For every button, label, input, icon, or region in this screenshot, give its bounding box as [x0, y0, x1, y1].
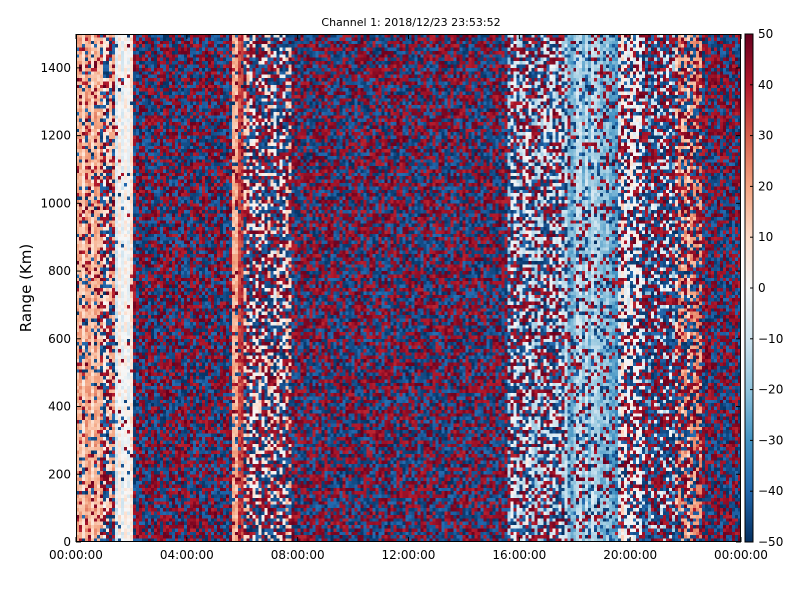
colorbar-tick-label: 20 — [758, 179, 773, 193]
x-tick-label: 20:00:00 — [603, 548, 657, 562]
colorbar-tick-label: −40 — [758, 484, 783, 498]
colorbar-tick-label: 0 — [758, 281, 766, 295]
y-tick-label: 1200 — [40, 129, 71, 143]
y-tick-label: 0 — [63, 535, 71, 549]
colorbar-tick-label: 50 — [758, 27, 773, 41]
y-tick-label: 600 — [48, 332, 71, 346]
colorbar-tick-label: −10 — [758, 332, 783, 346]
y-tick-label: 1400 — [40, 61, 71, 75]
colorbar-tick-label: −20 — [758, 383, 783, 397]
colorbar: −50 −40 −30 −20 −10 0 10 20 30 40 50 — [744, 27, 783, 549]
x-tick-label: 16:00:00 — [492, 548, 546, 562]
y-axis: 0 200 400 600 800 1000 1200 1400 — [40, 61, 741, 549]
y-tick-label: 200 — [48, 467, 71, 481]
x-tick-label: 04:00:00 — [160, 548, 214, 562]
x-tick-label: 12:00:00 — [382, 548, 436, 562]
x-tick-label: 00:00:00 — [714, 548, 768, 562]
x-tick-label: 08:00:00 — [271, 548, 325, 562]
chart-title: Channel 1: 2018/12/23 23:53:52 — [321, 16, 500, 29]
colorbar-tick-label: −30 — [758, 433, 783, 447]
heatmap-cells — [76, 34, 741, 542]
colorbar-tick-label: 30 — [758, 129, 773, 143]
x-tick-label: 00:00:00 — [49, 548, 103, 562]
y-tick-label: 800 — [48, 264, 71, 278]
heatmap-image — [76, 34, 741, 542]
y-tick-label: 1000 — [40, 196, 71, 210]
colorbar-tick-label: 40 — [758, 78, 773, 92]
y-axis-label: Range (Km) — [17, 244, 35, 332]
colorbar-tick-label: 10 — [758, 230, 773, 244]
y-tick-label: 400 — [48, 400, 71, 414]
x-axis: 00:00:00 04:00:00 08:00:00 12:00:00 16:00:00… — [49, 34, 768, 562]
colorbar-tick-label: −50 — [758, 535, 783, 549]
